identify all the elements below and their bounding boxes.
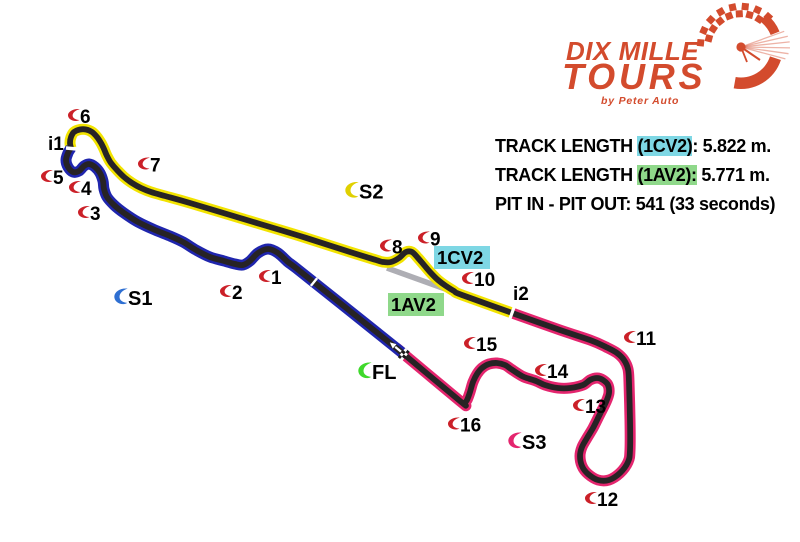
svg-text:1AV2: 1AV2 [391,294,436,315]
svg-text:11: 11 [636,329,657,350]
svg-text:4: 4 [81,179,92,200]
svg-text:12: 12 [597,490,618,511]
svg-text:3: 3 [90,204,101,225]
svg-text:6: 6 [80,107,91,128]
svg-text:13: 13 [585,397,606,418]
svg-text:S2: S2 [359,182,383,204]
svg-text:FL: FL [372,362,396,384]
svg-text:1CV2: 1CV2 [437,247,483,268]
svg-text:1: 1 [271,268,282,289]
svg-text:9: 9 [430,230,441,251]
svg-text:S3: S3 [522,432,546,454]
svg-text:7: 7 [150,156,161,177]
svg-text:i2: i2 [513,284,529,305]
svg-text:15: 15 [476,335,498,356]
svg-text:14: 14 [547,362,569,383]
svg-text:16: 16 [460,416,481,437]
svg-text:i1: i1 [48,134,64,155]
svg-text:10: 10 [474,270,495,291]
svg-text:8: 8 [392,238,403,259]
svg-text:2: 2 [232,283,243,304]
svg-text:S1: S1 [128,288,152,310]
svg-text:5: 5 [53,168,64,189]
